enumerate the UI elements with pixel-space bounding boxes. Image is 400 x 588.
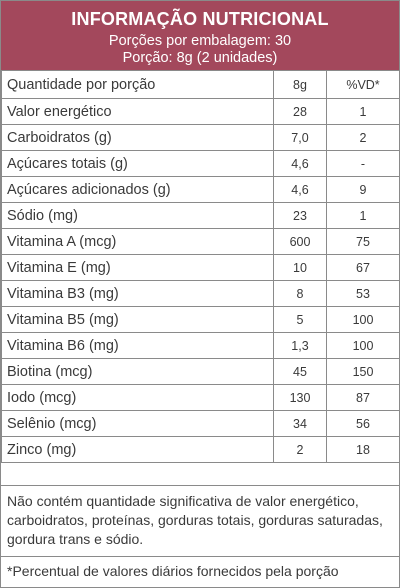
nutrient-dv: - — [326, 150, 400, 177]
table-row: Vitamina E (mg) 10 67 — [1, 254, 400, 281]
nutrient-dv: 9 — [326, 176, 400, 203]
nutrition-table: Quantidade por porção 8g %VD* Valor ener… — [1, 70, 400, 463]
nutrient-amount: 4,6 — [273, 150, 327, 177]
note-text: Não contém quantidade significativa de v… — [7, 493, 383, 547]
table-row: Vitamina B6 (mg) 1,3 100 — [1, 332, 400, 359]
nutrient-name: Iodo (mcg) — [1, 384, 274, 411]
nutrient-dv: 100 — [326, 306, 400, 333]
nutrient-dv: 150 — [326, 358, 400, 385]
table-row: Biotina (mcg) 45 150 — [1, 358, 400, 385]
nutrient-name: Biotina (mcg) — [1, 358, 274, 385]
nutrient-name: Vitamina E (mg) — [1, 254, 274, 281]
nutrient-amount: 1,3 — [273, 332, 327, 359]
footnote: *Percentual de valores diários fornecido… — [7, 563, 339, 579]
nutrient-name: Açúcares totais (g) — [1, 150, 274, 177]
nutrient-name: Vitamina B3 (mg) — [1, 280, 274, 307]
nutrient-amount: 8 — [273, 280, 327, 307]
header-dv: %VD* — [326, 70, 400, 99]
nutrient-amount: 23 — [273, 202, 327, 229]
nutrient-name: Valor energético — [1, 98, 274, 125]
nutrition-header: INFORMAÇÃO NUTRICIONAL Porções por embal… — [1, 1, 399, 70]
nutrient-amount: 130 — [273, 384, 327, 411]
nutrient-name: Vitamina A (mcg) — [1, 228, 274, 255]
nutrient-dv: 67 — [326, 254, 400, 281]
nutrient-amount: 45 — [273, 358, 327, 385]
nutrient-dv: 100 — [326, 332, 400, 359]
table-row: Açúcares adicionados (g) 4,6 9 — [1, 176, 400, 203]
nutrient-name: Zinco (mg) — [1, 436, 274, 463]
table-row: Sódio (mg) 23 1 — [1, 202, 400, 229]
nutrient-dv: 1 — [326, 98, 400, 125]
nutrient-name: Carboidratos (g) — [1, 124, 274, 151]
header-portion: 8g — [273, 70, 327, 99]
nutrient-dv: 1 — [326, 202, 400, 229]
portion-size: Porção: 8g (2 unidades) — [122, 50, 278, 66]
nutrient-dv: 75 — [326, 228, 400, 255]
panel-title: INFORMAÇÃO NUTRICIONAL — [71, 9, 329, 29]
nutrient-name: Vitamina B6 (mg) — [1, 332, 274, 359]
nutrient-dv: 18 — [326, 436, 400, 463]
nutrient-name: Açúcares adicionados (g) — [1, 176, 274, 203]
nutrient-dv: 2 — [326, 124, 400, 151]
nutrient-amount: 28 — [273, 98, 327, 125]
table-row: Valor energético 28 1 — [1, 98, 400, 125]
table-row: Vitamina A (mcg) 600 75 — [1, 228, 400, 255]
nutrition-note: Não contém quantidade significativa de v… — [1, 485, 399, 557]
nutrient-dv: 87 — [326, 384, 400, 411]
nutrient-name: Selênio (mcg) — [1, 410, 274, 437]
nutrient-amount: 34 — [273, 410, 327, 437]
header-quantity: Quantidade por porção — [1, 70, 274, 99]
table-row: Selênio (mcg) 34 56 — [1, 410, 400, 437]
nutrient-amount: 7,0 — [273, 124, 327, 151]
table-row: Vitamina B3 (mg) 8 53 — [1, 280, 400, 307]
nutrient-amount: 10 — [273, 254, 327, 281]
table-row: Carboidratos (g) 7,0 2 — [1, 124, 400, 151]
nutrient-dv: 56 — [326, 410, 400, 437]
nutrient-amount: 4,6 — [273, 176, 327, 203]
nutrient-amount: 600 — [273, 228, 327, 255]
nutrient-dv: 53 — [326, 280, 400, 307]
table-header-row: Quantidade por porção 8g %VD* — [1, 70, 400, 99]
table-row: Açúcares totais (g) 4,6- — [1, 150, 400, 177]
table-row: Zinco (mg) 2 18 — [1, 436, 400, 463]
nutrient-name: Vitamina B5 (mg) — [1, 306, 274, 333]
table-row: Iodo (mcg) 130 87 — [1, 384, 400, 411]
table-row: Vitamina B5 (mg) 5 100 — [1, 306, 400, 333]
nutrient-name: Sódio (mg) — [1, 202, 274, 229]
servings-per-package: Porções por embalagem: 30 — [108, 33, 292, 49]
nutrient-amount: 2 — [273, 436, 327, 463]
nutrient-amount: 5 — [273, 306, 327, 333]
